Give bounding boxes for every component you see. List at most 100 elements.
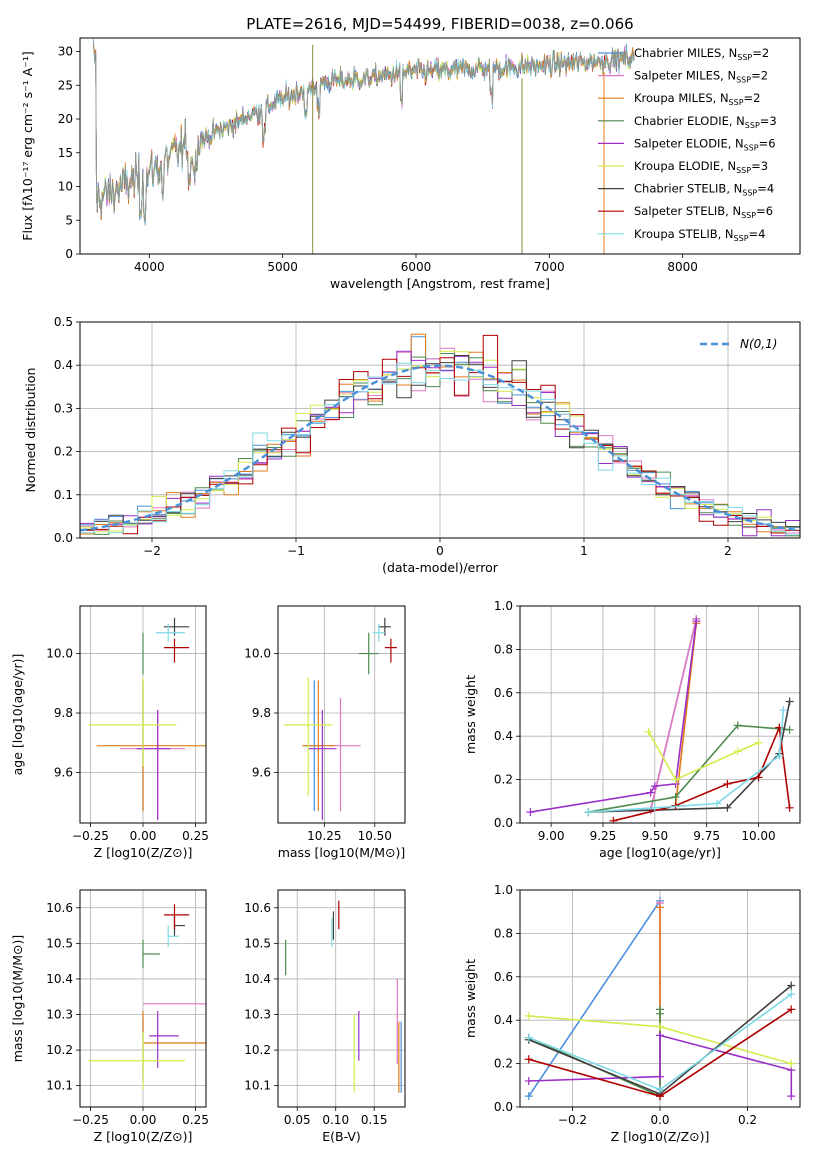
errorbar-point-1	[328, 698, 361, 812]
errorbar-point-6	[173, 914, 185, 937]
y-axis-label: mass weight	[463, 959, 478, 1038]
weight-marker	[656, 1085, 664, 1094]
weight-marker	[733, 721, 742, 730]
spectrum-line-6	[93, 44, 635, 223]
figure-title: PLATE=2616, MJD=54499, FIBERID=0038, z=0…	[246, 15, 633, 33]
y-tick-label: 0.8	[494, 642, 513, 656]
weight-marker	[671, 775, 680, 784]
plot-area	[88, 904, 206, 1090]
y-tick-label: 10.6	[244, 901, 271, 915]
y-tick-label: 10.4	[244, 972, 271, 986]
x-tick-label: 7000	[534, 260, 565, 274]
x-tick-label: 4000	[134, 260, 165, 274]
x-tick-label: 10.25	[307, 829, 341, 843]
weight-marker	[656, 1031, 664, 1040]
plot-area	[88, 617, 206, 821]
errorbar-point-5	[284, 677, 333, 797]
spectrum-line-7	[92, 42, 635, 222]
y-tick-label: 10.5	[244, 936, 271, 950]
y-tick-label: 0.2	[54, 445, 73, 459]
plot-area	[92, 38, 635, 254]
y-tick-label: 10.2	[46, 1043, 73, 1057]
x-tick-label: 10.50	[358, 829, 392, 843]
y-tick-label: 10.3	[46, 1008, 73, 1022]
legend-label-6: Chabrier STELIB, NSSP=4	[634, 182, 774, 198]
plot-area	[285, 900, 402, 1093]
y-tick-label: 0.8	[494, 926, 513, 940]
errorbar-point-8	[372, 623, 385, 642]
weight-line-0	[528, 900, 661, 1097]
y-tick-label: 0.4	[494, 729, 513, 743]
x-tick-label: 0.25	[182, 829, 209, 843]
weight-marker	[524, 1033, 533, 1042]
axes-frame	[277, 605, 406, 824]
weight-marker	[526, 808, 535, 817]
x-axis-label: Z [log10(Z/Z⊙)]	[94, 845, 193, 860]
weight-marker	[671, 792, 680, 801]
x-tick-label: 9.75	[693, 829, 720, 843]
x-tick-label: 9.25	[590, 829, 617, 843]
legend-label-4: Salpeter ELODIE, NSSP=6	[634, 136, 776, 152]
x-axis-label: (data-model)/error	[382, 560, 499, 575]
y-tick-label: 5	[65, 213, 73, 227]
weight-marker	[779, 706, 788, 715]
x-tick-label: 6000	[401, 260, 432, 274]
y-tick-label: 0.5	[54, 315, 73, 329]
errorbar-point-8	[155, 623, 185, 642]
spectrum-line-3	[92, 43, 635, 222]
weight-marker	[584, 808, 593, 817]
weight-marker	[609, 816, 618, 823]
y-tick-label: 9.8	[252, 706, 271, 720]
weight-line-3	[528, 1009, 661, 1098]
y-axis-label: mass [log10(M/M⊙)]	[10, 935, 25, 1063]
y-tick-label: 0.6	[494, 970, 513, 984]
weight-marker	[723, 779, 732, 788]
y-tick-label: 10	[58, 180, 73, 194]
legend-label-5: Kroupa ELODIE, NSSP=3	[634, 159, 768, 175]
y-tick-label: 30	[58, 45, 73, 59]
y-tick-label: 10.2	[244, 1043, 271, 1057]
x-tick-label: 0.2	[738, 1113, 757, 1127]
x-axis-label: age [log10(age/yr)]	[599, 845, 721, 860]
spectrum-line-2	[92, 43, 635, 223]
x-tick-label: −2	[143, 544, 161, 558]
weight-line-5	[647, 731, 759, 781]
y-tick-label: 0.0	[494, 1100, 513, 1114]
plot-area	[80, 333, 800, 537]
y-tick-label: 10.0	[244, 647, 271, 661]
legend-label-8: Kroupa STELIB, NSSP=4	[634, 227, 765, 243]
x-tick-label: −0.25	[72, 829, 109, 843]
weight-line-8	[588, 710, 785, 813]
panel-age-vs-mass: 10.25 10.50 9.6 9.8 10.0	[244, 605, 406, 843]
weight-marker	[524, 1011, 533, 1020]
errorbar-point-4	[308, 710, 337, 821]
weight-marker	[524, 1076, 533, 1085]
errorbar-point-2	[302, 680, 335, 812]
weight-marker	[785, 697, 794, 706]
errorbar-point-7	[384, 638, 397, 663]
weight-marker	[733, 747, 742, 756]
x-tick-label: 0	[436, 544, 444, 558]
x-tick-label: 9.00	[538, 829, 565, 843]
weight-marker	[754, 738, 763, 747]
errorbar-point-5	[88, 677, 177, 767]
weight-marker	[713, 799, 722, 808]
y-tick-label: 25	[58, 78, 73, 92]
x-axis-label: mass [log10(M/M⊙)]	[278, 845, 406, 860]
spectrum-line-1	[92, 41, 635, 227]
histogram-series-8	[80, 362, 800, 536]
x-tick-label: −0.25	[72, 1113, 109, 1127]
x-tick-label: 0.25	[182, 1113, 209, 1127]
weight-marker	[775, 751, 784, 760]
weight-marker	[656, 1022, 664, 1031]
plot-area	[524, 896, 796, 1101]
axes-frame	[519, 605, 801, 824]
weight-marker	[656, 1072, 664, 1081]
x-axis-label: Z [log10(Z/Z⊙)]	[94, 1129, 193, 1144]
spectrum-data-line	[93, 44, 635, 222]
weight-marker	[524, 1092, 533, 1101]
weight-line-1	[649, 618, 698, 811]
y-tick-label: 10.6	[46, 901, 73, 915]
y-tick-label: 9.6	[252, 765, 271, 779]
x-tick-label: −1	[287, 544, 305, 558]
